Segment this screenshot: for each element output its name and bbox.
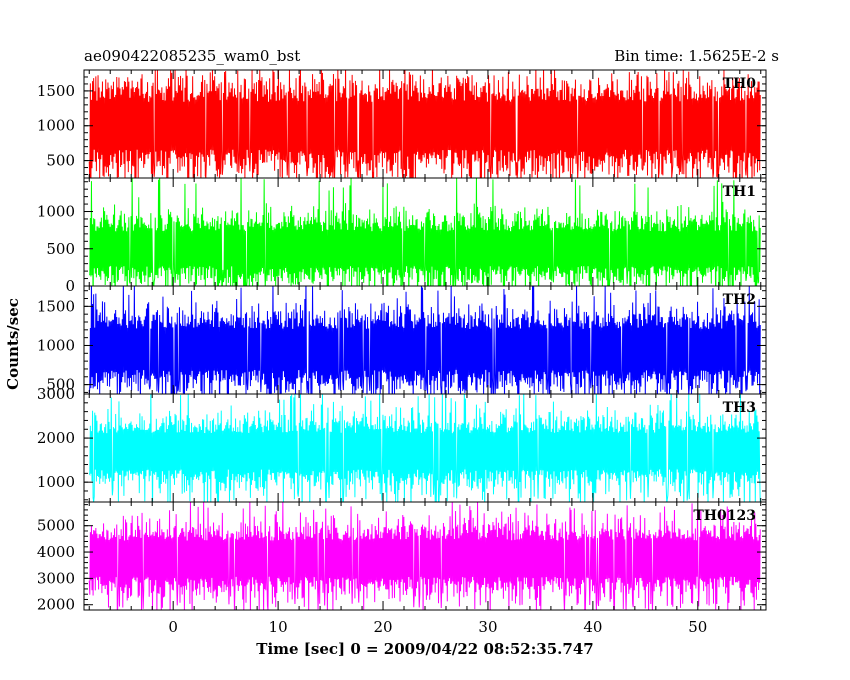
series-trace-th3 bbox=[88, 394, 761, 502]
y-tick-label: 1500 bbox=[37, 297, 75, 315]
y-tick-label: 500 bbox=[46, 240, 75, 258]
y-tick-label: 1000 bbox=[37, 336, 75, 354]
series-label-th3: TH3 bbox=[723, 400, 756, 416]
panel-th0123: 2000 3000 4000 5000 TH0123 bbox=[37, 501, 767, 614]
series-trace-th0 bbox=[88, 70, 761, 178]
figure-title-left: ae090422085235_wam0_bst bbox=[84, 47, 300, 65]
x-tick-label: 0 bbox=[168, 618, 178, 636]
x-axis-label: Time [sec] 0 = 2009/04/22 08:52:35.747 bbox=[256, 640, 593, 658]
panel-th3: 1000 2000 3000 TH3 bbox=[37, 385, 767, 503]
x-tick-label: 40 bbox=[583, 618, 602, 636]
series-trace-th2 bbox=[88, 286, 761, 394]
panel-th0: 500 1000 1500 TH0 bbox=[37, 69, 767, 179]
y-tick-label: 1500 bbox=[37, 82, 75, 100]
y-tick-label: 2000 bbox=[37, 596, 75, 614]
series-trace-th0123 bbox=[88, 502, 761, 610]
y-tick-label: 3000 bbox=[37, 569, 75, 587]
figure-title-right: Bin time: 1.5625E-2 s bbox=[614, 47, 779, 65]
series-label-th0123: TH0123 bbox=[693, 508, 756, 524]
series-label-th0: TH0 bbox=[723, 76, 757, 92]
series-trace-th1 bbox=[88, 178, 761, 286]
panel-th2: 500 1000 1500 TH2 bbox=[37, 285, 767, 395]
y-tick-label: 3000 bbox=[37, 385, 75, 403]
panel-th1: 0 500 1000 TH1 bbox=[37, 177, 767, 295]
series-label-th2: TH2 bbox=[723, 292, 756, 308]
y-tick-label: 5000 bbox=[37, 517, 75, 535]
y-tick-label: 1000 bbox=[37, 473, 75, 491]
y-tick-label: 500 bbox=[46, 152, 75, 170]
y-tick-label: 0 bbox=[65, 277, 75, 295]
y-tick-label: 2000 bbox=[37, 429, 75, 447]
y-axis-label: Counts/sec bbox=[4, 298, 22, 390]
y-tick-label: 1000 bbox=[37, 203, 75, 221]
x-axis: 0 10 20 30 40 50 bbox=[168, 618, 707, 636]
y-tick-label: 1000 bbox=[37, 117, 75, 135]
series-label-th1: TH1 bbox=[723, 184, 756, 200]
y-tick-label: 4000 bbox=[37, 543, 75, 561]
x-tick-label: 50 bbox=[688, 618, 707, 636]
y-tick-label: 500 bbox=[46, 376, 75, 394]
x-tick-label: 10 bbox=[269, 618, 288, 636]
x-tick-label: 30 bbox=[478, 618, 497, 636]
x-tick-label: 20 bbox=[373, 618, 392, 636]
panels-group: 500 1000 1500 TH0 0 500 1000 TH1 500 1000 1500 TH2 1… bbox=[37, 69, 767, 614]
